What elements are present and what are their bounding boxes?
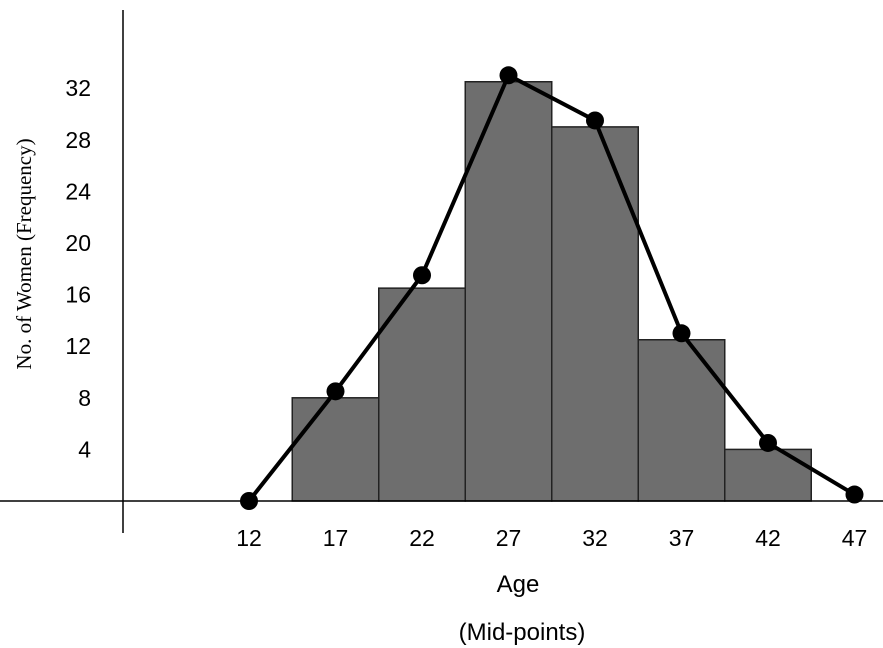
x-tick-label: 42 — [755, 525, 781, 551]
x-tick-label: 32 — [582, 525, 608, 551]
y-tick-label: 16 — [65, 282, 91, 308]
frequency-polygon-point — [413, 266, 431, 285]
frequency-polygon-point — [499, 66, 518, 85]
histogram-bars — [291, 81, 812, 502]
x-tick-label: 17 — [323, 525, 349, 551]
y-tick-label: 20 — [65, 230, 91, 256]
frequency-polygon-line — [247, 73, 856, 503]
x-tick-label: 22 — [409, 525, 435, 551]
y-tick-labels: 4 8 12 16 20 24 28 32 — [65, 75, 91, 462]
histogram-bar-17 — [291, 397, 380, 502]
histogram-bar-22 — [378, 287, 466, 502]
histogram-bar-32 — [551, 126, 639, 502]
histogram-bar-27 — [464, 81, 553, 502]
x-axis-label: Age — [497, 571, 540, 598]
y-tick-label: 32 — [65, 75, 91, 101]
x-axis-sublabel: (Mid-points) — [459, 619, 586, 646]
y-axis-label: No. of Women (Frequency) — [12, 138, 36, 369]
histogram-bar-37 — [637, 339, 726, 502]
frequency-polygon-point — [326, 382, 345, 401]
histogram-bar-42 — [724, 448, 812, 502]
y-tick-label: 24 — [65, 178, 91, 204]
y-tick-label: 28 — [65, 127, 91, 153]
frequency-polygon-point — [759, 433, 777, 452]
x-tick-label: 37 — [669, 525, 695, 551]
y-tick-label: 8 — [78, 385, 91, 411]
frequency-polygon-point — [586, 111, 604, 130]
frequency-polygon — [240, 66, 864, 510]
x-tick-label: 47 — [842, 525, 868, 551]
x-tick-labels: 12 17 22 27 32 37 42 47 — [236, 525, 867, 551]
x-tick-label: 27 — [496, 525, 522, 551]
y-tick-label: 4 — [78, 436, 91, 462]
x-tick-label: 12 — [236, 525, 262, 551]
frequency-polygon-point — [672, 324, 691, 343]
y-tick-label: 12 — [65, 333, 91, 359]
frequency-polygon-point — [845, 485, 864, 504]
frequency-polygon-point — [240, 492, 258, 510]
